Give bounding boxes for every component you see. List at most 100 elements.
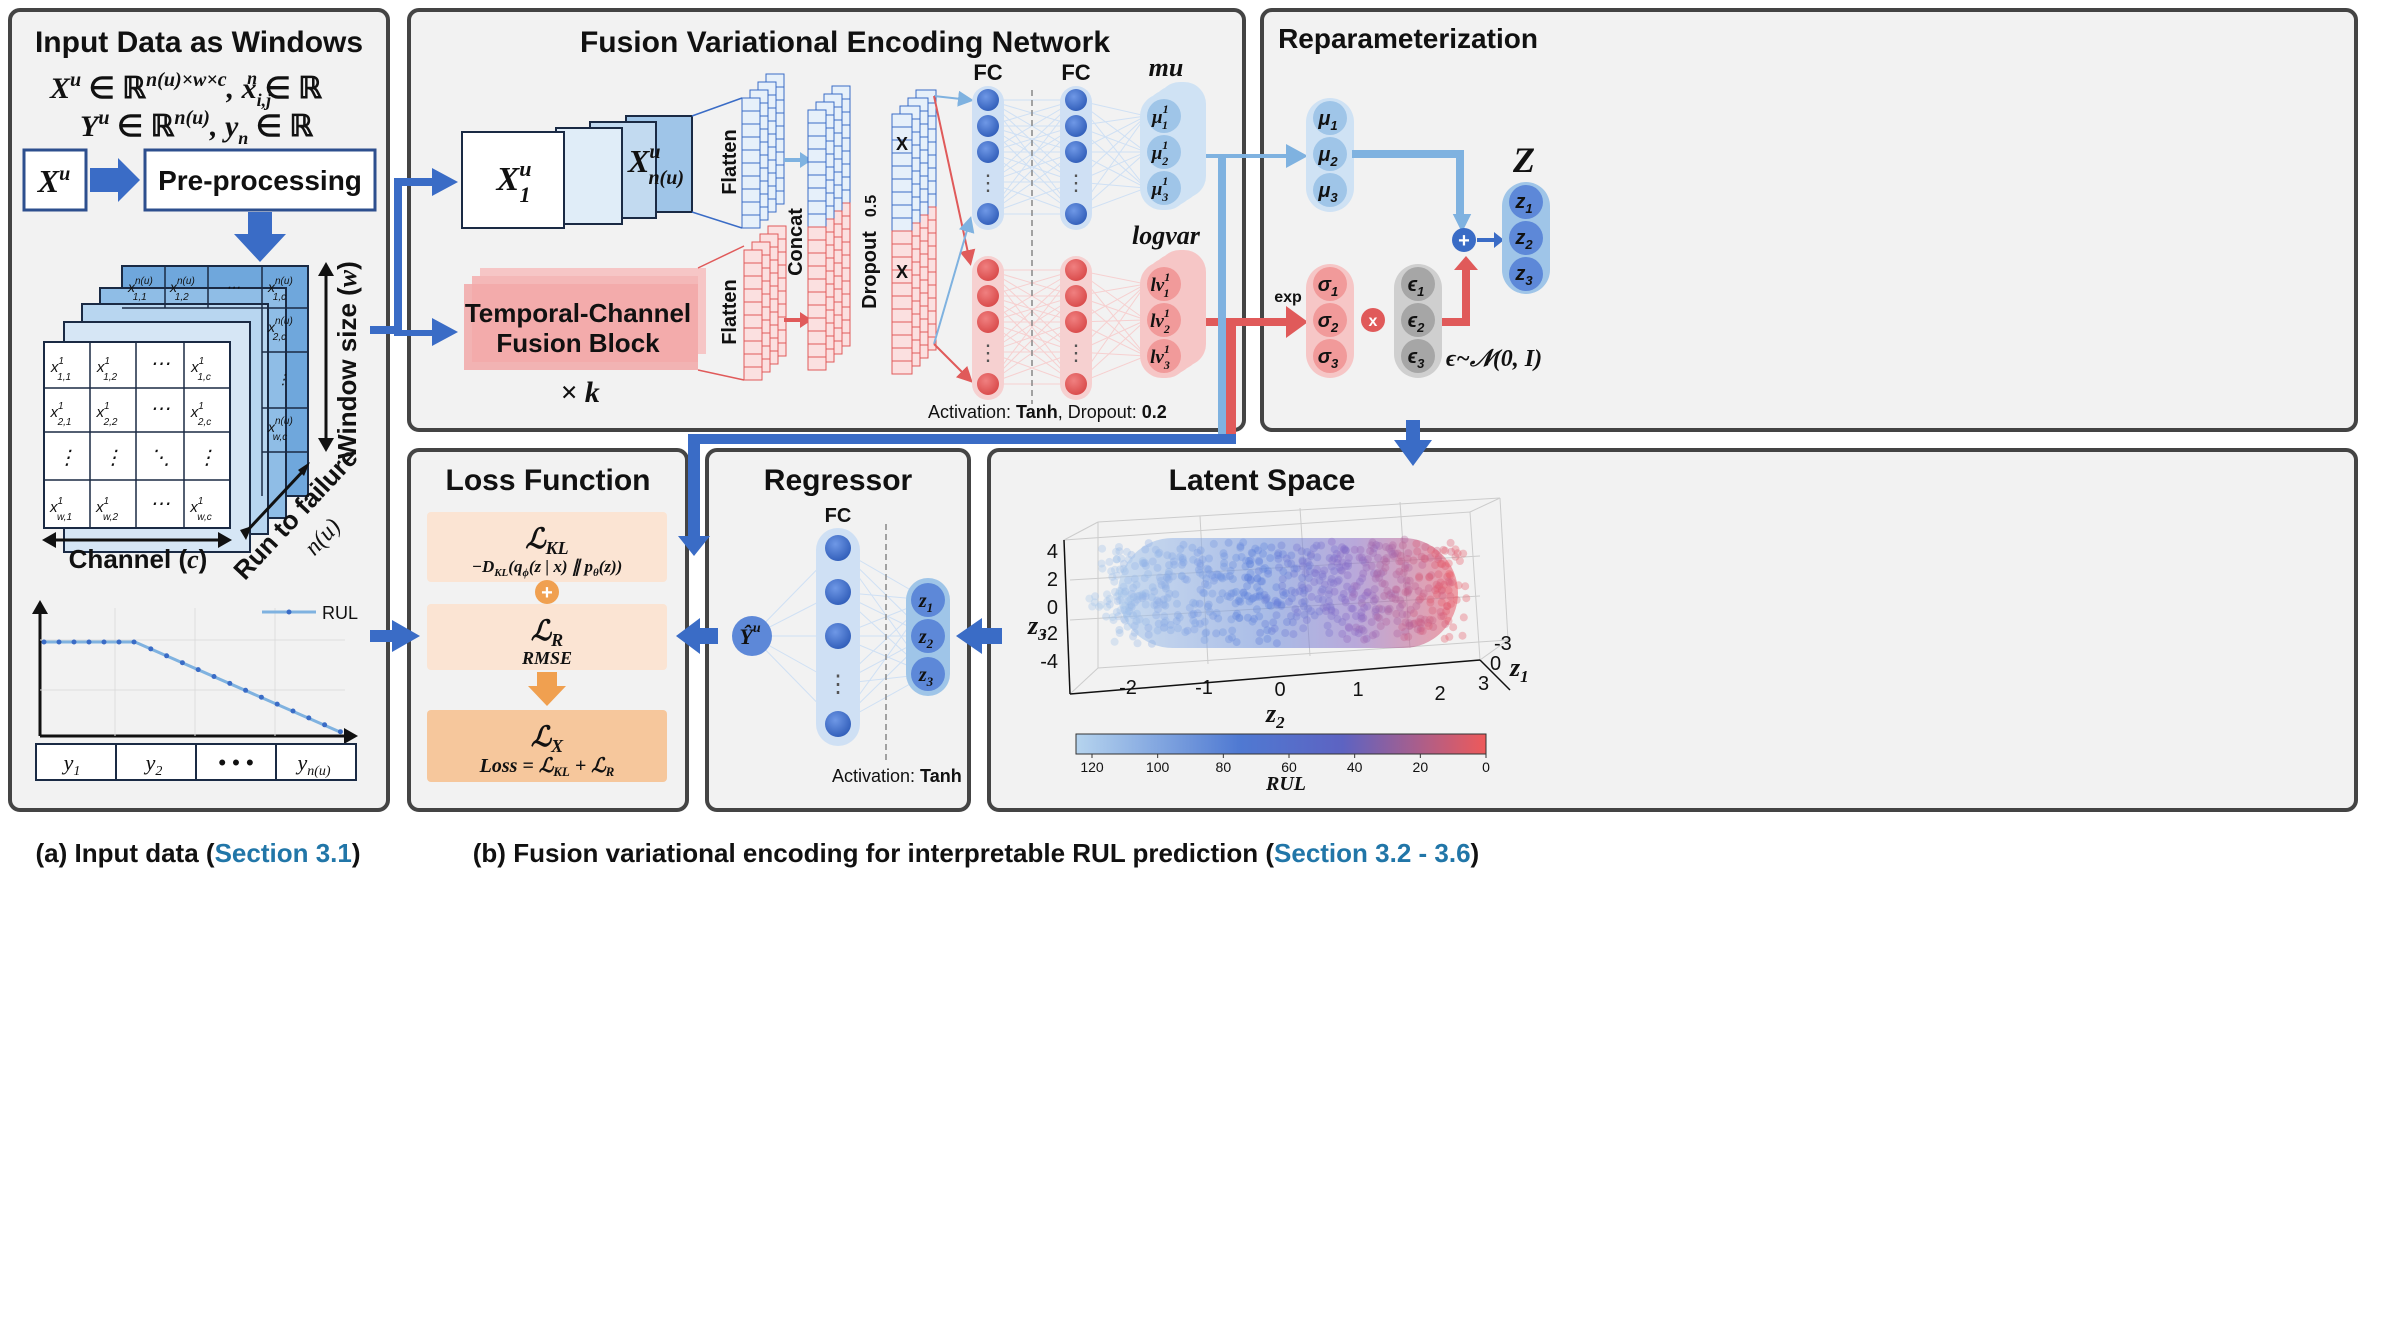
flatten-connectors-red xyxy=(697,245,745,381)
latent-point xyxy=(1189,555,1198,564)
latent-point xyxy=(1462,594,1471,603)
regressor-fc-label: FC xyxy=(825,505,852,527)
latent-point xyxy=(1115,626,1124,634)
latent-point xyxy=(1372,541,1381,549)
latent-point xyxy=(1255,592,1264,601)
latent-point xyxy=(1261,596,1270,605)
latent-point xyxy=(1103,597,1112,606)
fven-window-stack: Xu 1 Xu n(u) xyxy=(461,115,693,229)
latent-point xyxy=(1163,574,1172,583)
latent-point xyxy=(1352,623,1361,632)
latent-point xyxy=(1248,617,1257,626)
latent-point xyxy=(1174,624,1182,633)
concat-cell xyxy=(807,174,827,189)
latent-point xyxy=(1185,603,1194,612)
window-size-indicator: Window size (w) xyxy=(318,261,362,459)
flatten-stack-blue xyxy=(741,73,785,229)
latent-point xyxy=(1336,566,1345,575)
latent-point xyxy=(1401,588,1410,597)
latent-point xyxy=(1278,575,1287,584)
preprocessing-label: Pre-processing xyxy=(158,165,362,196)
latent-point xyxy=(1202,628,1211,637)
latent-point xyxy=(1428,616,1437,625)
dropout-cell xyxy=(891,178,913,193)
latent-point xyxy=(1188,610,1197,619)
x1-label: Xu 1 xyxy=(496,156,532,207)
latent-point xyxy=(1171,590,1180,599)
window-cell: x1 w,c xyxy=(189,496,212,523)
latent-point xyxy=(1447,599,1455,608)
latent-point xyxy=(1135,591,1144,600)
latent-point xyxy=(1403,581,1411,590)
latent-point xyxy=(1110,577,1119,586)
latent-point xyxy=(1113,571,1122,580)
latent-point xyxy=(1348,588,1357,597)
fc-label-2: FC xyxy=(1061,60,1090,85)
latent-point xyxy=(1363,588,1372,597)
window-cell: ⋱ xyxy=(150,447,170,469)
latent-point xyxy=(1333,558,1342,567)
latent-point xyxy=(1417,624,1425,633)
latent-point xyxy=(1418,592,1427,601)
latent-point xyxy=(1253,574,1262,583)
latent-point xyxy=(1443,602,1451,611)
latent-point xyxy=(1345,624,1353,633)
svg-text:μ2: μ2 xyxy=(1317,144,1338,169)
window-cell: x1 w,1 xyxy=(49,496,72,523)
latent-point xyxy=(1377,605,1386,614)
latent-point xyxy=(1442,607,1451,616)
latent-point xyxy=(1111,587,1119,596)
latent-point xyxy=(1119,564,1128,573)
latent-point xyxy=(1405,619,1413,628)
latent-point xyxy=(1130,598,1139,607)
arrow-flatten-blue-concat xyxy=(784,152,812,168)
latent-point xyxy=(1415,573,1424,582)
latent-point xyxy=(1121,601,1130,610)
latent-point xyxy=(1155,598,1163,607)
latent-point xyxy=(1147,639,1156,648)
latent-point xyxy=(1367,618,1376,627)
latent-point xyxy=(1232,553,1241,562)
latent-point xyxy=(1368,591,1377,600)
latent-point xyxy=(1211,573,1220,582)
mu-label: mu xyxy=(1149,53,1184,82)
latent-point xyxy=(1260,590,1269,599)
tensor-cell xyxy=(743,288,763,303)
latent-point xyxy=(1236,543,1245,552)
latent-point xyxy=(1163,594,1172,602)
latent-point xyxy=(1304,574,1313,583)
panel-title-input: Input Data as Windows xyxy=(35,26,363,59)
latent-point xyxy=(1383,586,1392,595)
dropout-cell xyxy=(891,243,913,258)
latent-point xyxy=(1393,617,1402,626)
latent-point xyxy=(1357,625,1366,633)
concat-cell xyxy=(807,239,827,254)
caption-b-link[interactable]: Section 3.2 - 3.6 xyxy=(1274,838,1471,868)
latent-point xyxy=(1239,588,1248,597)
latent-point xyxy=(1121,616,1130,625)
caption-a-link[interactable]: Section 3.1 xyxy=(215,838,352,868)
latent-point xyxy=(1438,560,1447,569)
latent-point xyxy=(1340,544,1349,553)
latent-x-tick: -1 xyxy=(1195,677,1213,699)
latent-point xyxy=(1117,554,1126,563)
formula-y: Y xyxy=(80,110,101,143)
latent-point xyxy=(1382,554,1391,563)
latent-point xyxy=(1318,570,1327,579)
latent-point xyxy=(1201,629,1210,638)
latent-point xyxy=(1310,568,1319,577)
latent-point xyxy=(1293,608,1302,617)
latent-point xyxy=(1273,599,1282,608)
flatten-label-red: Flatten xyxy=(719,279,741,345)
concat-cell xyxy=(807,109,827,124)
latent-point xyxy=(1181,628,1190,637)
colorbar-tick: 100 xyxy=(1146,759,1170,775)
arrow-flatten-red-concat xyxy=(784,312,812,328)
output-node-label: μ1 1 xyxy=(1151,102,1168,132)
window-cell: ⋯ xyxy=(150,493,170,515)
fc-node xyxy=(1065,285,1087,307)
latent-point xyxy=(1262,595,1271,604)
latent-point xyxy=(1196,619,1204,628)
latent-point xyxy=(1208,571,1217,580)
latent-point xyxy=(1205,554,1213,563)
